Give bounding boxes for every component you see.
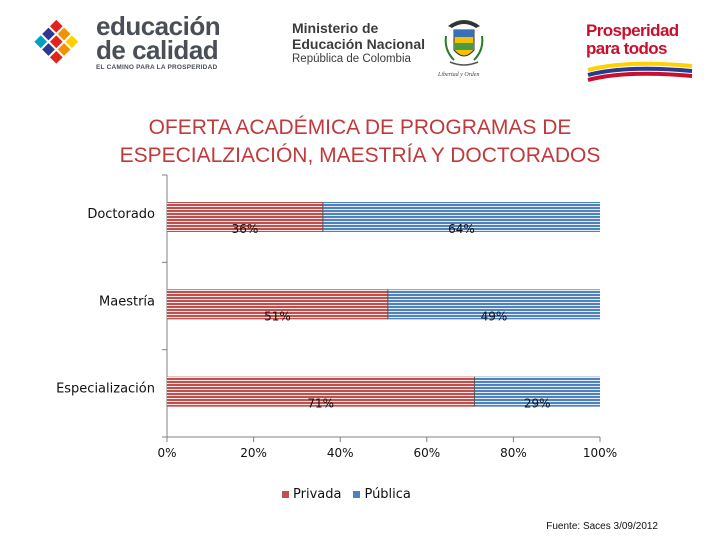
- legend-label-privada: Privada: [293, 487, 342, 502]
- bar-privada: [167, 202, 323, 232]
- legend-swatch-privada: [282, 491, 289, 498]
- ministry-line1: Ministerio de: [292, 20, 379, 36]
- edu-logo-tagline: EL CAMINO PARA LA PROSPERIDAD: [96, 64, 218, 71]
- x-tick-label: 60%: [413, 446, 440, 460]
- category-label: Doctorado: [87, 207, 155, 222]
- educacion-de-calidad-logo: educación de calidad EL CAMINO PARA LA P…: [24, 11, 224, 78]
- legend-item-publica: Pública: [353, 487, 411, 502]
- chart-title-line2: ESPECIALZIACIÓN, MAESTRÍA Y DOCTORADOS: [119, 144, 601, 167]
- data-label-publica: 64%: [448, 222, 475, 236]
- x-tick-label: 20%: [240, 446, 267, 460]
- ministry-line2: Educación Nacional: [292, 36, 426, 52]
- x-tick-label: 40%: [327, 446, 354, 460]
- data-label-privada: 51%: [264, 309, 291, 323]
- data-label-privada: 71%: [307, 397, 334, 411]
- legend-swatch-publica: [353, 491, 361, 498]
- data-label-privada: 36%: [232, 222, 259, 236]
- edu-logo-line2: de calidad: [96, 35, 219, 65]
- chart-legend: Privada Pública: [282, 487, 423, 502]
- legend-label-publica: Pública: [364, 487, 411, 502]
- legend-item-privada: Privada: [282, 487, 341, 502]
- colombia-coat-of-arms-icon: [444, 20, 484, 66]
- chart-title-line1: OFERTA ACADÉMICA DE PROGRAMAS DE: [148, 116, 572, 139]
- category-label: Especialización: [56, 382, 155, 397]
- x-tick-label: 100%: [583, 446, 617, 460]
- ministry-motto: Libertad y Orden: [438, 72, 480, 78]
- source-note: Fuente: Saces 3/09/2012: [546, 521, 658, 532]
- category-label: Maestría: [99, 294, 155, 309]
- data-label-publica: 49%: [481, 309, 508, 323]
- bar-privada: [167, 289, 388, 320]
- bar-privada: [167, 376, 475, 407]
- colored-squares-icon: [34, 20, 79, 64]
- bar-publica: [322, 202, 600, 232]
- edu-logo-line1: educación: [96, 11, 221, 41]
- data-label-publica: 29%: [524, 397, 551, 411]
- chart-title: OFERTA ACADÉMICA DE PROGRAMAS DE ESPECIA…: [20, 114, 700, 170]
- prosperity-line2: para todos: [586, 39, 668, 58]
- prosperity-line1: Prosperidad: [586, 21, 679, 40]
- ministry-line3: República de Colombia: [292, 53, 411, 65]
- x-tick-label: 0%: [157, 446, 176, 460]
- ministerio-logo: Ministerio de Educación Nacional Repúbli…: [292, 20, 492, 82]
- prosperidad-para-todos-logo: Prosperidad para todos: [586, 22, 698, 86]
- bar-publica: [387, 289, 600, 320]
- x-tick-label: 80%: [500, 446, 527, 460]
- tricolor-swoosh-icon: [587, 61, 693, 82]
- bar-publica: [474, 376, 600, 407]
